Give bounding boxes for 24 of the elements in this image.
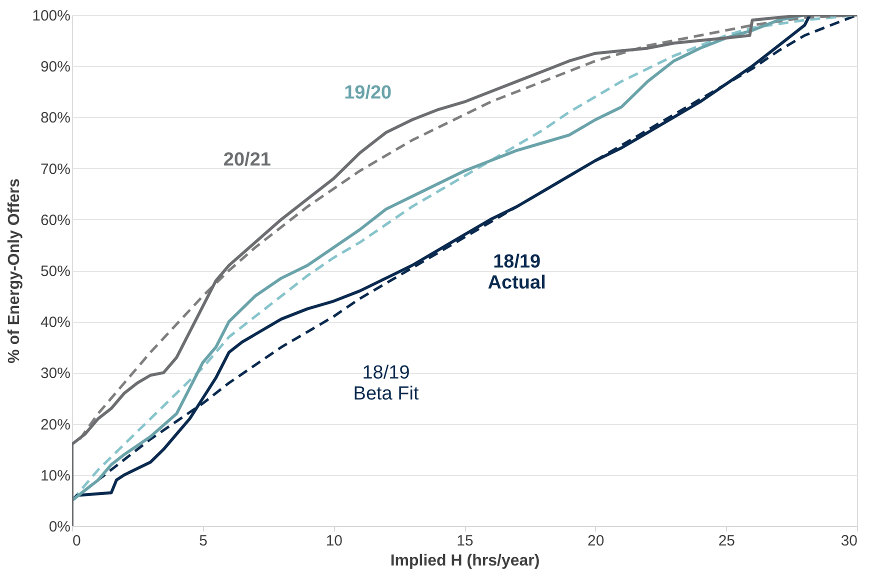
- x-tick-label: 5: [199, 532, 208, 550]
- text: 18/19 Beta Fit: [353, 362, 420, 404]
- x-axis-title: Implied H (hrs/year): [390, 552, 540, 570]
- y-tick-label: 70%: [40, 160, 70, 178]
- y-tick-label: 100%: [32, 8, 70, 24]
- text: 19/20: [344, 82, 392, 104]
- y-tick-label: 30%: [40, 365, 70, 382]
- x-tick-label: 10: [326, 532, 343, 550]
- y-axis-title: % of Energy-Only Offers: [6, 178, 24, 364]
- x-tick-label: 15: [456, 532, 474, 550]
- x-tick-label: 0: [72, 532, 81, 550]
- y-tick-label: 80%: [40, 110, 70, 127]
- y-tick-label: 0%: [48, 518, 70, 536]
- series-label: 18/19 Actual: [488, 252, 546, 294]
- y-tick-label: 10%: [40, 467, 70, 484]
- y-tick-label: 40%: [40, 314, 70, 332]
- y-tick-label: 20%: [40, 416, 70, 434]
- x-tick-label: 30: [840, 532, 858, 550]
- x-tick-label: 25: [718, 532, 736, 550]
- y-tick-label: 50%: [40, 263, 70, 280]
- y-tick-label: 60%: [40, 212, 70, 229]
- x-tick-label: 20: [587, 532, 604, 550]
- text: 20/21: [223, 149, 272, 170]
- y-tick-label: 90%: [40, 58, 70, 76]
